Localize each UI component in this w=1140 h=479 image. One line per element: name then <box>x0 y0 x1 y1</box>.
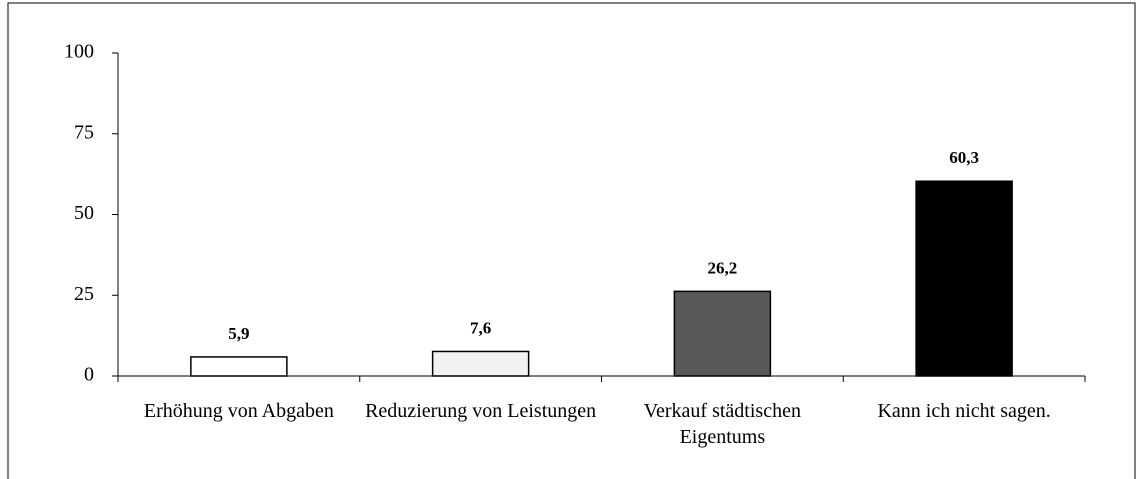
value-label: 60,3 <box>949 148 979 167</box>
bar <box>915 180 1013 377</box>
x-tick-label: Kann ich nicht sagen. <box>877 400 1051 422</box>
value-label: 5,9 <box>228 324 249 343</box>
x-tick-label: Verkauf städtischen Eigentums <box>643 400 801 448</box>
bar <box>190 356 288 377</box>
frame <box>7 2 1136 479</box>
y-tick-label: 25 <box>74 283 94 305</box>
y-tick-label: 50 <box>74 202 94 224</box>
bar <box>673 290 772 377</box>
value-label: 7,6 <box>470 318 491 337</box>
value-label: 26,2 <box>708 258 738 277</box>
x-tick-label: Reduzierung von Leistungen <box>365 400 597 422</box>
y-tick-label: 75 <box>74 121 94 143</box>
y-tick-label: 0 <box>84 364 94 386</box>
bar <box>431 350 530 377</box>
x-tick-label: Erhöhung von Abgaben <box>143 400 334 422</box>
y-tick-label: 100 <box>64 41 94 63</box>
